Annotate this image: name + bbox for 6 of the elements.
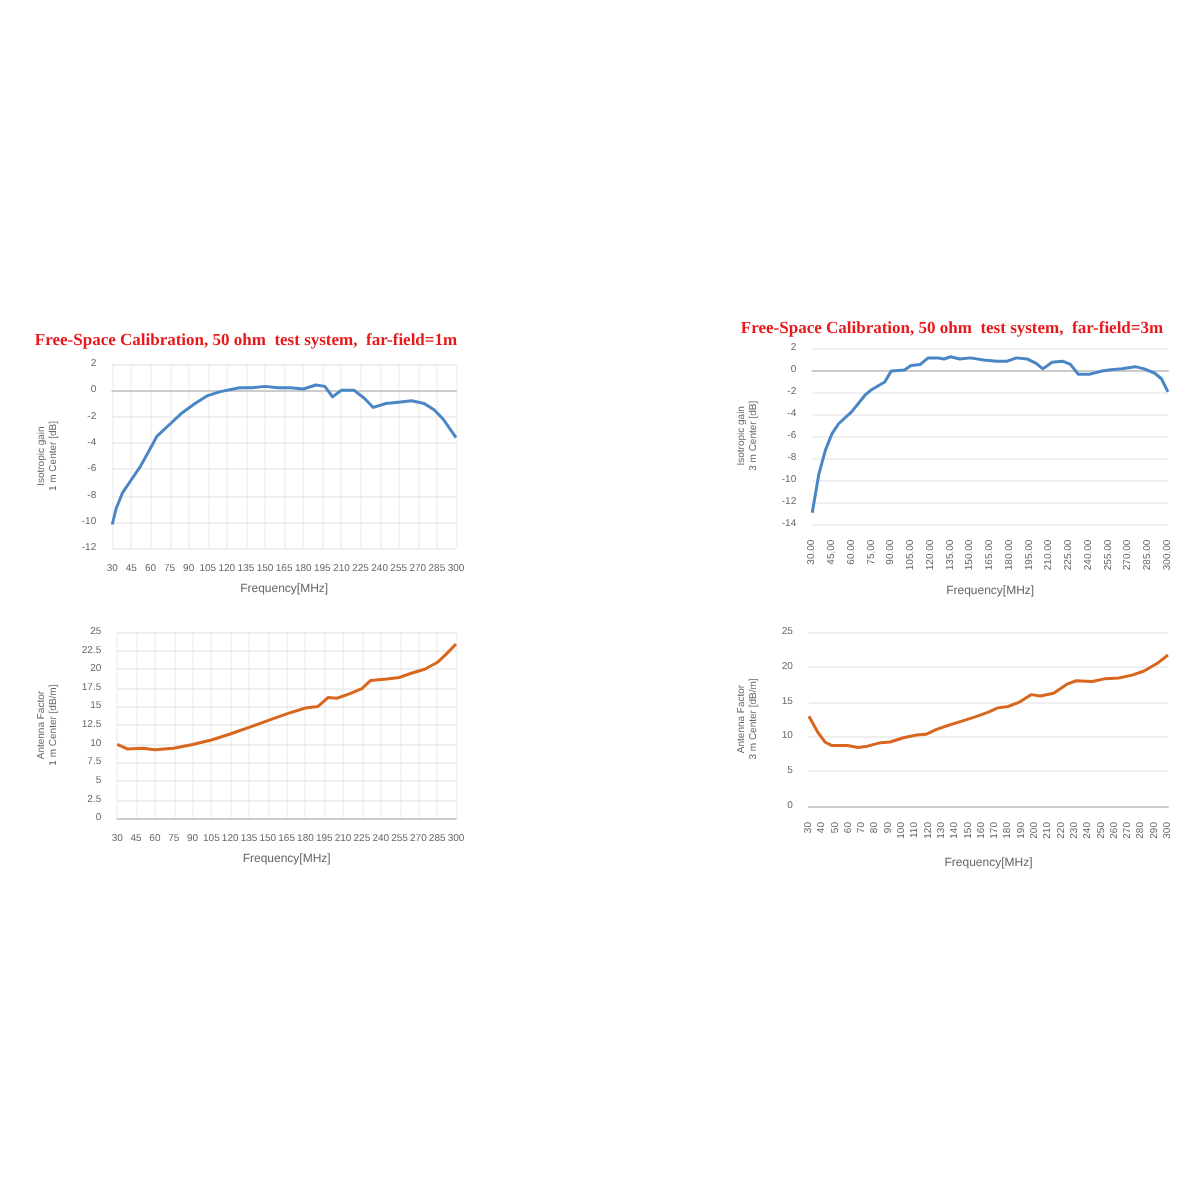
line-series <box>807 653 1170 750</box>
line-series <box>115 642 458 752</box>
line-series <box>110 383 458 527</box>
line-series <box>810 355 1170 515</box>
chart-title: Free-Space Calibration, 50 ohm test system, far-field=3m <box>740 317 1164 337</box>
chart-title: Free-Space Calibration, 50 ohm test system, far-field=1m <box>34 329 458 349</box>
